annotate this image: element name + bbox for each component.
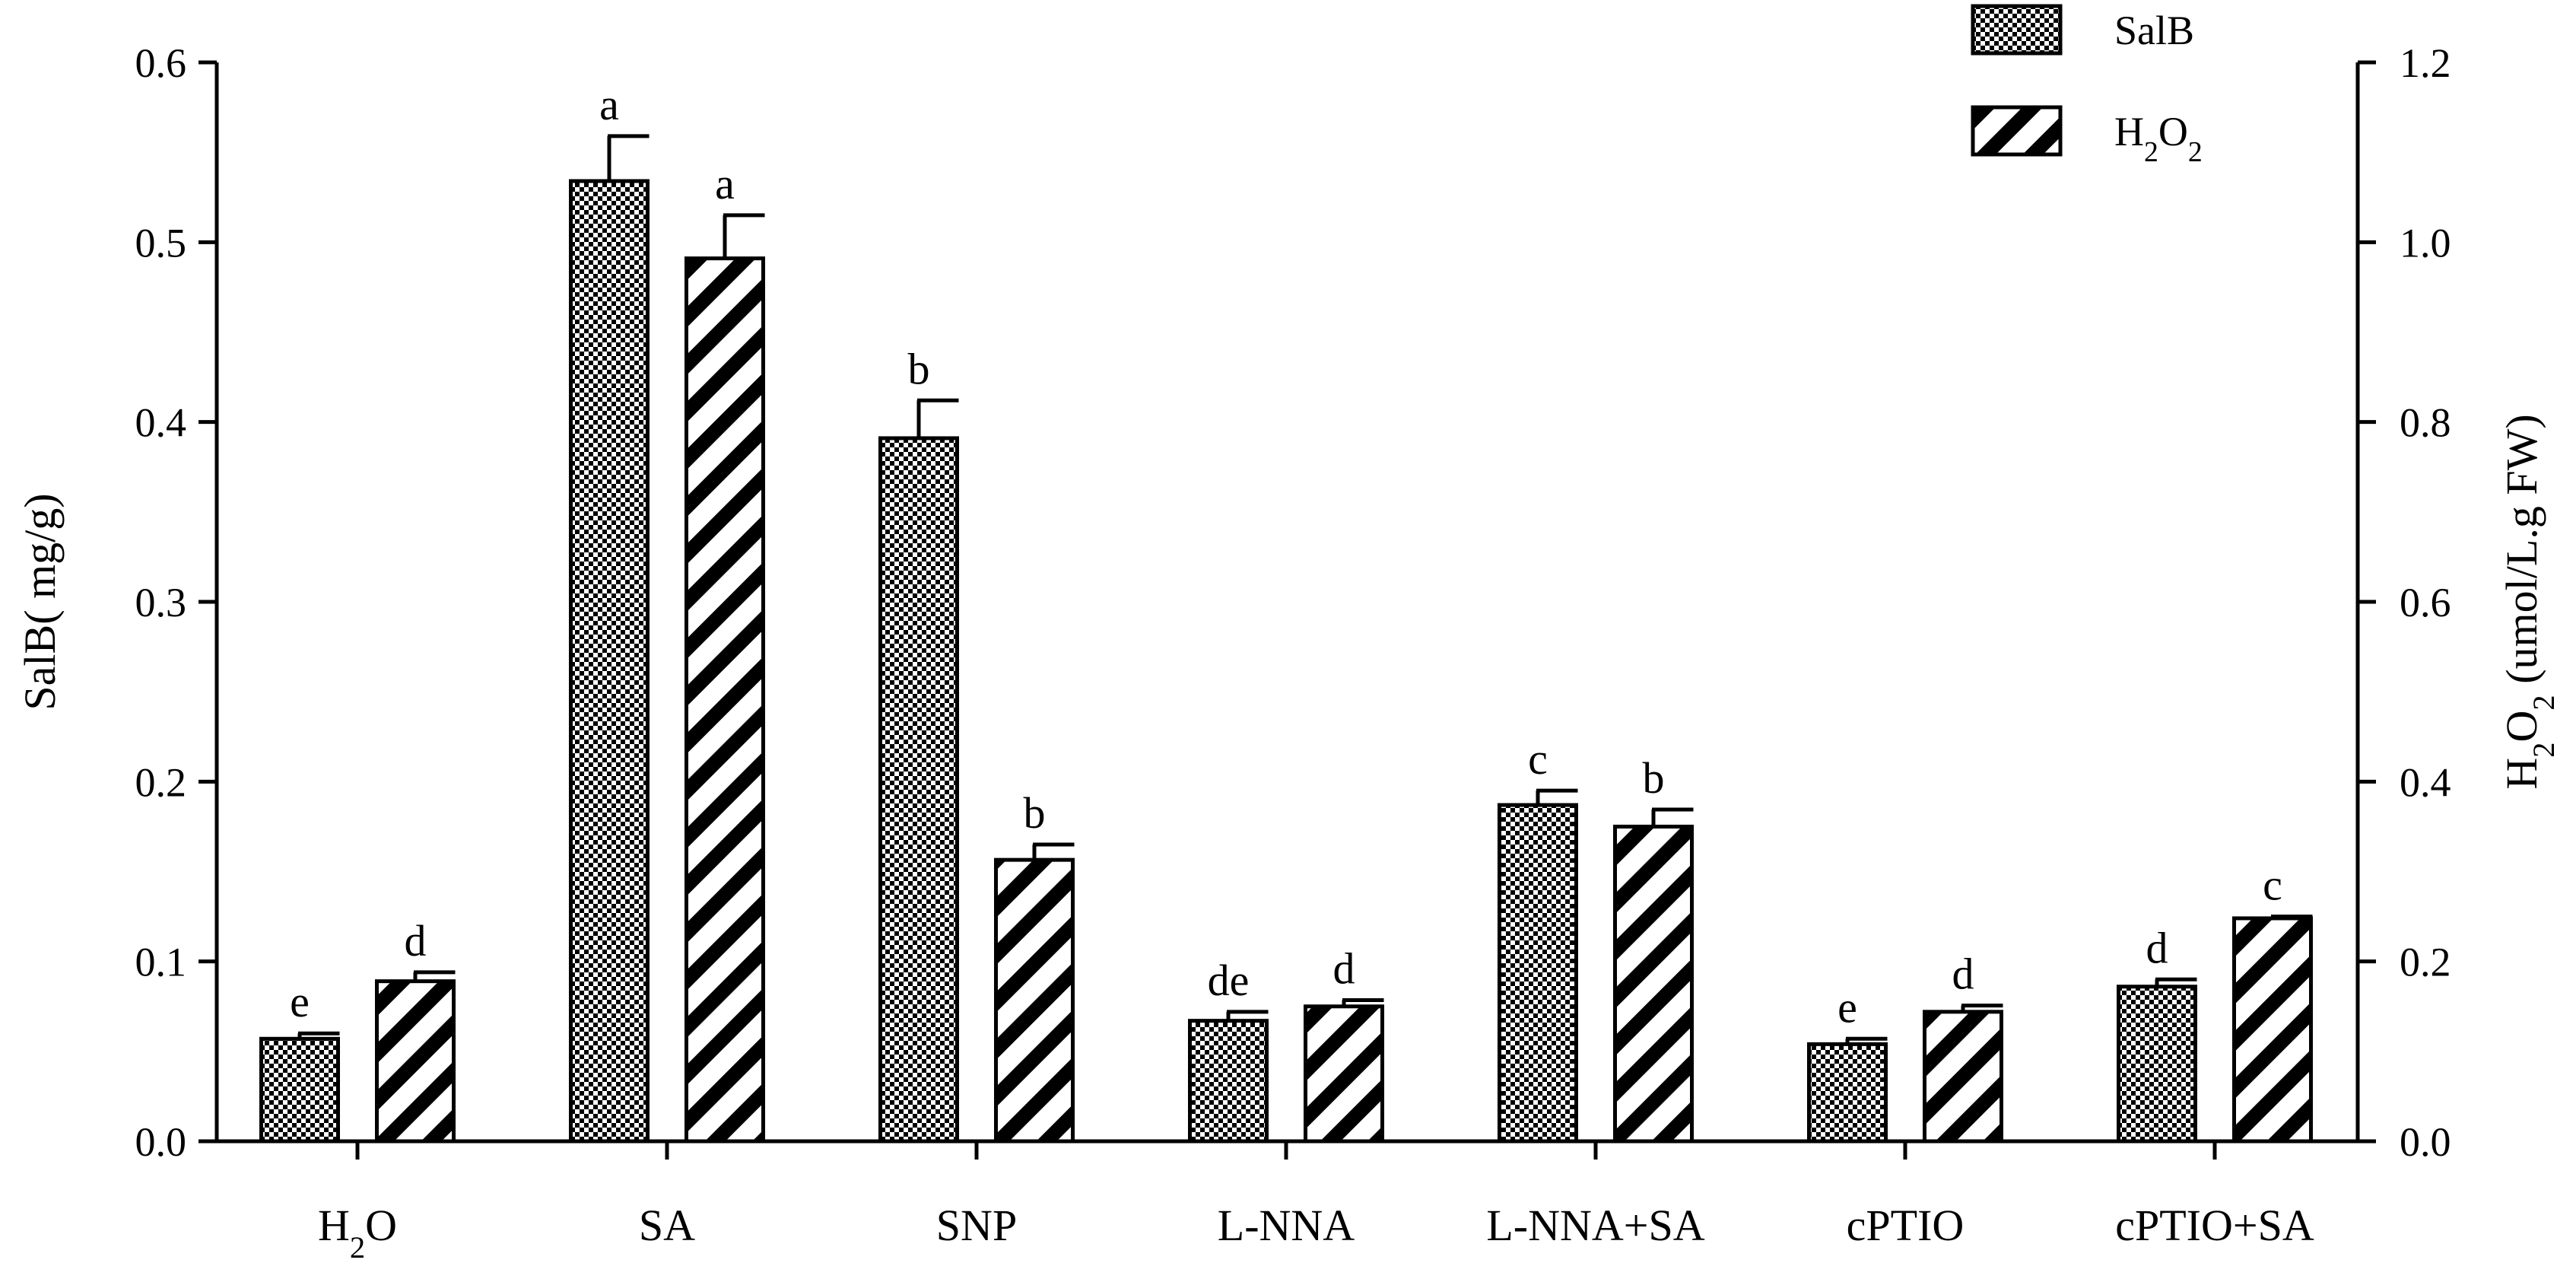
significance-letter: d xyxy=(405,916,427,966)
y-right-tick-label: 0.8 xyxy=(2400,400,2451,446)
x-category-label: cPTIO xyxy=(1847,1201,1965,1250)
bar-diagonal xyxy=(2232,916,2313,1144)
x-category-label: L-NNA xyxy=(1218,1201,1355,1250)
bar-checker xyxy=(2117,985,2197,1144)
bar-diagonal xyxy=(684,256,765,1144)
bars xyxy=(259,134,2313,1144)
bar-checker xyxy=(259,1036,340,1144)
bar-checker xyxy=(1188,1019,1269,1144)
y-right-tick-label: 0.4 xyxy=(2400,759,2451,805)
legend-label: H2O2 xyxy=(2114,109,2203,168)
y-right-axis-title: H2O2 (umol/L.g FW) xyxy=(2497,414,2561,789)
y-left-tick-label: 0.3 xyxy=(135,580,187,625)
bar-checker xyxy=(1498,803,1578,1144)
x-category-label: SNP xyxy=(936,1201,1017,1250)
y-left-axis-title: SalB( mg/g) xyxy=(15,493,65,710)
significance-letter: e xyxy=(1838,982,1857,1032)
x-category-label: L-NNA+SA xyxy=(1486,1201,1704,1250)
legend: SalB H2O2 xyxy=(1971,4,2203,168)
significance-letter: d xyxy=(2146,923,2168,972)
axes: 0.0 0.1 0.2 0.3 0.4 0.5 0.6 0.0 0.2 0.4 0.6 0.8 1.0 1… xyxy=(15,40,2561,1263)
y-left-tick-label: 0.4 xyxy=(135,400,187,446)
legend-swatch-checker xyxy=(1971,4,2063,56)
bar-checker xyxy=(569,179,650,1144)
significance-letter: a xyxy=(599,80,619,129)
bar-diagonal xyxy=(1304,1004,1384,1144)
significance-letter: d xyxy=(1333,943,1355,993)
x-category-label: H2O xyxy=(318,1201,397,1263)
significance-letter: de xyxy=(1208,956,1250,1005)
significance-letter: b xyxy=(1643,753,1665,803)
significance-letter: b xyxy=(908,344,930,393)
significance-letter: b xyxy=(1024,788,1046,838)
bar-diagonal xyxy=(1613,824,1694,1144)
bar-diagonal xyxy=(375,979,456,1144)
significance-letter: e xyxy=(290,977,310,1026)
bar-diagonal xyxy=(994,857,1075,1144)
significance-letter: a xyxy=(715,159,735,208)
y-right-tick-label: 1.0 xyxy=(2400,220,2451,266)
x-category-label: SA xyxy=(639,1201,695,1250)
y-left-tick-label: 0.0 xyxy=(135,1119,187,1165)
y-left-tick-label: 0.2 xyxy=(135,759,187,805)
x-category-label: cPTIO+SA xyxy=(2115,1201,2314,1250)
bar-checker xyxy=(1807,1042,1888,1144)
significance-letter: d xyxy=(1952,950,1974,999)
y-left-tick-label: 0.1 xyxy=(135,940,187,985)
legend-swatch-diagonal xyxy=(1971,105,2063,157)
significance-letter: c xyxy=(1528,734,1548,784)
y-right-tick-label: 0.0 xyxy=(2400,1119,2451,1165)
y-left-tick-label: 0.6 xyxy=(135,40,187,86)
labels: e a b de c e d d a b d b d c xyxy=(290,80,2282,1032)
legend-label: SalB xyxy=(2114,8,2194,53)
bar-diagonal xyxy=(1923,1010,2003,1144)
significance-letter: c xyxy=(2263,861,2282,910)
y-right-tick-label: 0.2 xyxy=(2400,940,2451,985)
y-right-tick-label: 0.6 xyxy=(2400,580,2451,625)
bar-checker xyxy=(878,436,959,1144)
y-left-tick-label: 0.5 xyxy=(135,220,187,266)
y-right-tick-label: 1.2 xyxy=(2400,40,2451,86)
